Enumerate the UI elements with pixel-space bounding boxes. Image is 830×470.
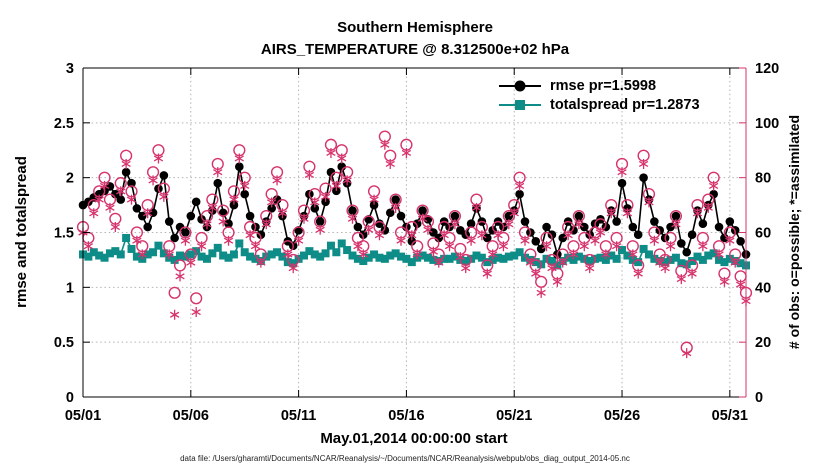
- svg-text:60: 60: [755, 226, 771, 242]
- svg-text:1.5: 1.5: [54, 226, 74, 242]
- legend-label-totalspread: totalspread pr=1.2873: [550, 97, 700, 113]
- legend-label-rmse: rmse pr=1.5998: [550, 78, 657, 94]
- svg-text:2: 2: [66, 171, 74, 187]
- svg-text:05/21: 05/21: [496, 408, 532, 424]
- data-file-footer: data file: /Users/gharamti/Documents/NCA…: [180, 454, 630, 463]
- legend-item-totalspread: totalspread pr=1.2873: [497, 97, 700, 113]
- tick-labels: 0 0.5 1 1.5 2 2.5 3 0 20 40 60 80 100 120 05/01 05/06 05…: [54, 61, 779, 424]
- svg-text:20: 20: [755, 335, 771, 351]
- svg-text:80: 80: [755, 171, 771, 187]
- svg-text:0: 0: [755, 390, 763, 406]
- y-axis-label-right: # of obs: o=possible; *=assimilated: [786, 115, 802, 349]
- svg-text:0.5: 0.5: [54, 335, 74, 351]
- svg-text:100: 100: [755, 116, 779, 132]
- plot-area: 0 0.5 1 1.5 2 2.5 3 0 20 40 60 80 100 120 05/01 05/06 05…: [54, 61, 779, 424]
- series-possible: [76, 130, 753, 354]
- svg-text:0: 0: [66, 390, 74, 406]
- rmse-legend-marker-icon: [499, 80, 541, 92]
- legend: rmse pr=1.5998 totalspread pr=1.2873: [497, 78, 700, 113]
- chart-title: Southern Hemisphere: [337, 19, 493, 36]
- svg-text:3: 3: [66, 61, 74, 77]
- svg-text:2.5: 2.5: [54, 116, 74, 132]
- svg-text:40: 40: [755, 280, 771, 296]
- tick-marks: [82, 67, 746, 398]
- svg-text:05/26: 05/26: [604, 408, 640, 424]
- svg-text:05/16: 05/16: [388, 408, 424, 424]
- svg-text:120: 120: [755, 61, 779, 77]
- legend-item-rmse: rmse pr=1.5998: [497, 78, 700, 94]
- chart-subtitle: AIRS_TEMPERATURE @ 8.312500e+02 hPa: [261, 41, 570, 58]
- x-axis-label: May.01,2014 00:00:00 start: [320, 430, 507, 447]
- svg-text:05/01: 05/01: [65, 408, 101, 424]
- svg-text:05/11: 05/11: [281, 408, 317, 424]
- series-rmse: [78, 162, 751, 259]
- svg-text:05/31: 05/31: [712, 408, 748, 424]
- svg-text:05/06: 05/06: [173, 408, 209, 424]
- svg-text:1: 1: [66, 280, 74, 296]
- totalspread-legend-marker-icon: [499, 100, 541, 110]
- series-assimilated: [78, 139, 751, 359]
- y-axis-label-left: rmse and totalspread: [13, 156, 30, 308]
